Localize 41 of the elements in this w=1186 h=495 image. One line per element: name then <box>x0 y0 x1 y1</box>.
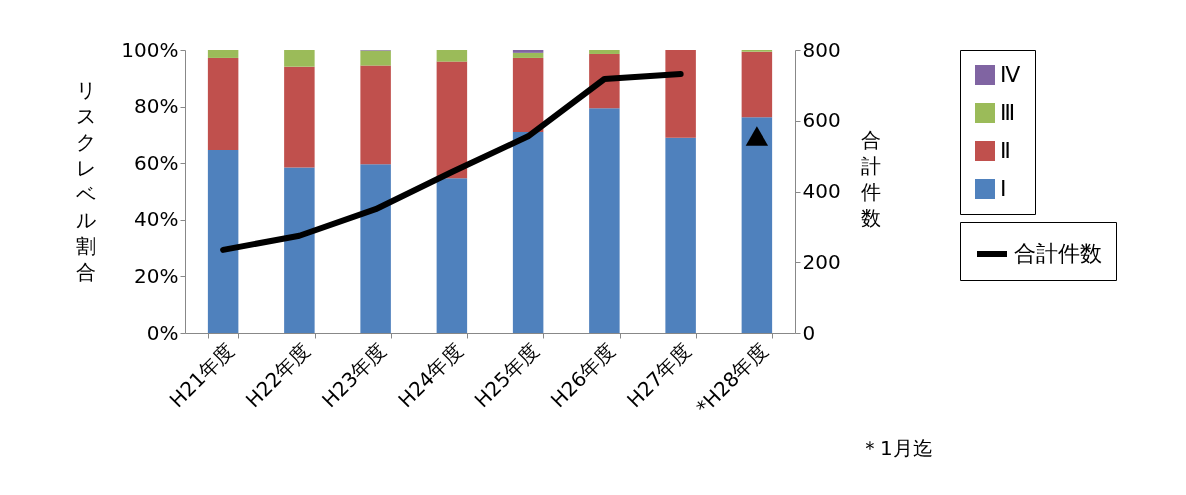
bar <box>436 178 468 333</box>
legend-label: 合計件数 <box>1014 241 1102 266</box>
bar <box>665 137 696 333</box>
y-tick-label: 60% <box>134 150 179 175</box>
legend-label: Ⅲ <box>1000 100 1016 125</box>
legend-label: Ⅰ <box>1000 176 1007 201</box>
y-tick-label: 0% <box>146 320 179 345</box>
legend-label: Ⅳ <box>1000 62 1021 87</box>
bar <box>360 65 391 165</box>
y2-tick-label: 600 <box>802 108 841 133</box>
y-tick-label: 40% <box>134 207 179 232</box>
bar <box>284 66 315 168</box>
y-axis-title: リスクレベル割合 <box>75 77 96 284</box>
bar <box>512 50 544 53</box>
bar <box>207 149 239 333</box>
bar <box>665 50 696 138</box>
bar <box>436 61 468 179</box>
bar <box>284 50 315 67</box>
text: ＊1月迄 <box>860 435 933 462</box>
legend-label: Ⅱ <box>1000 138 1011 163</box>
bar <box>741 51 773 118</box>
bar <box>360 164 391 333</box>
bar <box>589 50 620 54</box>
bar <box>284 167 315 333</box>
bar <box>589 108 620 333</box>
y-tick-label: 100% <box>121 37 179 62</box>
bar <box>512 132 544 333</box>
y2-tick-label: 200 <box>802 249 841 274</box>
y2-tick-label: 800 <box>802 37 841 62</box>
bar <box>207 57 239 150</box>
y2-axis-title: 合計件数 <box>860 127 881 230</box>
bar <box>512 57 544 133</box>
y-tick-label: 20% <box>134 263 179 288</box>
bar <box>436 50 468 62</box>
y-tick-label: 80% <box>134 94 179 119</box>
y2-tick-label: 0 <box>802 320 816 345</box>
bar <box>741 117 773 333</box>
y2-tick-label: 400 <box>802 179 841 203</box>
bar <box>207 50 239 58</box>
bar <box>512 52 544 58</box>
bar <box>360 50 391 66</box>
